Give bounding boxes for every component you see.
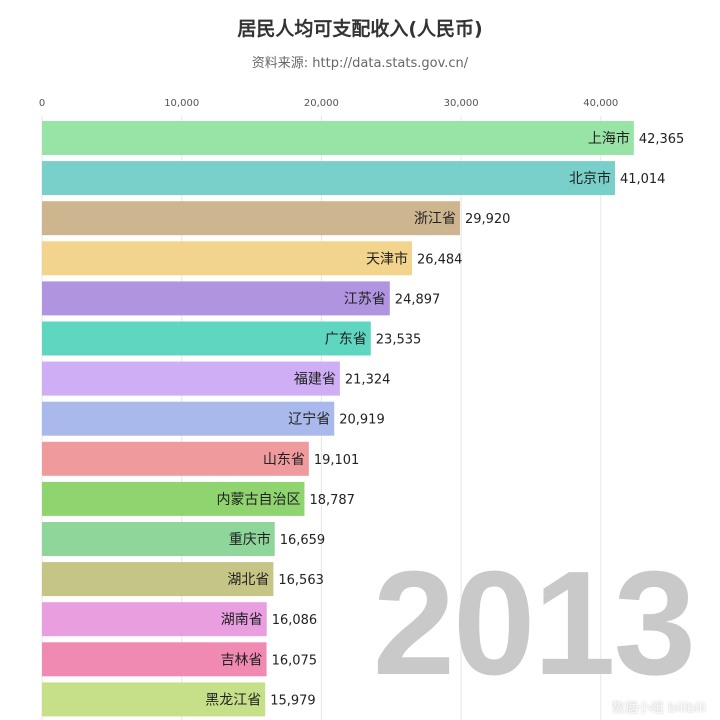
bar-category-label: 内蒙古自治区: [216, 492, 300, 508]
bar: [42, 602, 267, 637]
bar: [42, 361, 340, 396]
watermark: 数据小组 bilibili: [611, 701, 706, 716]
bar: [42, 481, 305, 516]
x-tick-label: 40,000: [583, 98, 618, 109]
bar-value-label: 23,535: [376, 333, 422, 348]
bar: [42, 401, 335, 436]
bar-category-label: 天津市: [366, 250, 408, 267]
bar-category-label: 山东省: [263, 452, 305, 468]
bar: [42, 642, 267, 677]
x-tick-label: 10,000: [164, 98, 199, 109]
bar: [42, 161, 615, 196]
chart-title: 居民人均可支配收入(人民币): [237, 18, 483, 40]
bar-category-label: 黑龙江省: [205, 692, 261, 708]
bar-value-label: 41,014: [620, 172, 666, 187]
bar-category-label: 重庆市: [229, 531, 271, 548]
bar: [42, 441, 309, 476]
x-tick-label: 30,000: [444, 98, 479, 109]
year-label: 2013: [372, 541, 696, 706]
bar: [42, 281, 390, 316]
bar-value-label: 15,979: [270, 693, 316, 708]
bar-value-label: 26,484: [417, 252, 463, 267]
bar-value-label: 16,659: [280, 533, 326, 548]
bar-value-label: 18,787: [309, 493, 355, 508]
x-tick-label: 0: [39, 98, 45, 109]
bar-category-label: 辽宁省: [288, 411, 330, 428]
bar-category-label: 湖南省: [221, 612, 263, 628]
bar: [42, 321, 371, 356]
bar: [42, 121, 634, 155]
bar: [42, 201, 460, 236]
bar: [42, 522, 275, 556]
bar-category-label: 浙江省: [414, 211, 456, 227]
bar-category-label: 福建省: [294, 372, 336, 388]
chart-subtitle: 资料来源: http://data.stats.gov.cn/: [251, 56, 469, 71]
bar-category-label: 吉林省: [221, 652, 263, 668]
bar-value-label: 20,919: [339, 413, 385, 428]
bar-value-label: 19,101: [314, 453, 360, 468]
bar-value-label: 16,075: [272, 653, 318, 668]
bar-value-label: 16,563: [278, 573, 324, 588]
bar: [42, 682, 266, 717]
bar-value-label: 42,365: [639, 132, 685, 147]
bar-value-label: 21,324: [345, 373, 391, 388]
bar-value-label: 29,920: [465, 212, 511, 227]
x-tick-label: 20,000: [304, 98, 339, 109]
bar-value-label: 24,897: [395, 292, 441, 307]
bar-value-label: 16,086: [272, 613, 318, 628]
bar: [42, 241, 412, 276]
bar-category-label: 北京市: [569, 170, 611, 187]
bar-category-label: 湖北省: [227, 572, 269, 588]
bar-category-label: 上海市: [588, 130, 630, 147]
x-axis-ticks: 0 10,000 20,000 30,000 40,000: [39, 98, 618, 109]
bars-group: 上海市 42,365 北京市 41,014 浙江省 29,920 天津市 26,484 江苏省 2…: [42, 121, 685, 717]
bar-category-label: 广东省: [325, 332, 367, 348]
bar: [42, 562, 274, 597]
bar-category-label: 江苏省: [344, 291, 386, 307]
